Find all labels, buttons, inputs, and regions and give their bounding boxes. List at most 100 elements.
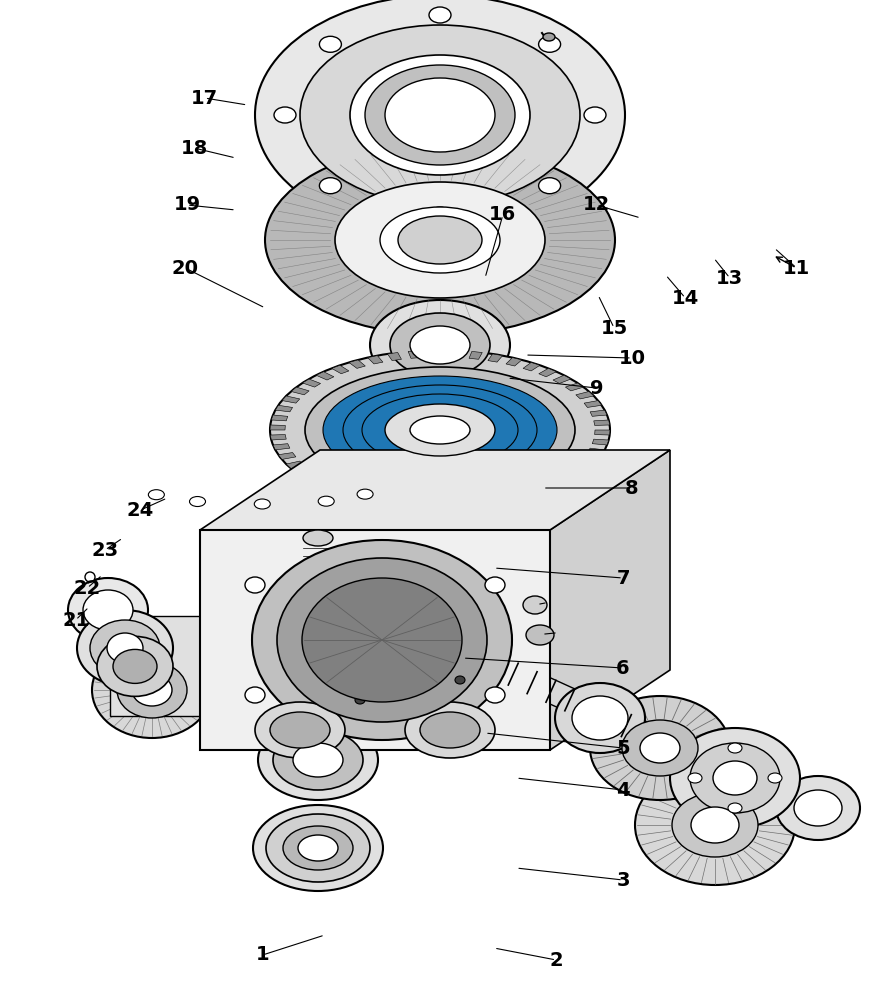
Ellipse shape — [308, 673, 322, 685]
Ellipse shape — [429, 207, 451, 223]
Text: 4: 4 — [616, 780, 630, 800]
Ellipse shape — [555, 683, 645, 753]
Text: 18: 18 — [181, 138, 207, 157]
Text: 2: 2 — [549, 950, 563, 970]
Ellipse shape — [523, 596, 547, 614]
Ellipse shape — [405, 702, 495, 758]
Polygon shape — [595, 430, 610, 435]
Ellipse shape — [640, 733, 680, 763]
Ellipse shape — [273, 673, 287, 685]
Ellipse shape — [252, 540, 512, 740]
Text: 24: 24 — [127, 500, 154, 520]
Polygon shape — [418, 502, 430, 510]
Ellipse shape — [68, 578, 148, 642]
Polygon shape — [592, 439, 609, 445]
Ellipse shape — [728, 803, 742, 813]
Bar — [385, 607, 685, 761]
Ellipse shape — [768, 773, 782, 783]
Text: 13: 13 — [716, 268, 743, 288]
Ellipse shape — [303, 530, 333, 546]
Text: 12: 12 — [583, 196, 610, 215]
Text: 3: 3 — [616, 870, 630, 890]
Polygon shape — [584, 401, 602, 407]
Polygon shape — [565, 383, 584, 391]
Ellipse shape — [255, 702, 345, 758]
Ellipse shape — [83, 590, 133, 630]
Ellipse shape — [265, 145, 615, 335]
Polygon shape — [275, 405, 293, 412]
Ellipse shape — [538, 178, 561, 194]
Polygon shape — [514, 492, 531, 500]
Ellipse shape — [132, 674, 172, 706]
Text: 7: 7 — [616, 568, 630, 587]
Ellipse shape — [365, 65, 515, 165]
Ellipse shape — [776, 776, 860, 840]
Polygon shape — [349, 360, 365, 368]
Ellipse shape — [485, 577, 505, 593]
Polygon shape — [200, 530, 550, 750]
Ellipse shape — [190, 497, 206, 507]
Polygon shape — [590, 410, 607, 416]
Polygon shape — [110, 616, 200, 716]
Ellipse shape — [670, 728, 800, 828]
Ellipse shape — [92, 642, 212, 738]
Ellipse shape — [355, 696, 365, 704]
Ellipse shape — [728, 743, 742, 753]
Ellipse shape — [380, 207, 500, 273]
Ellipse shape — [245, 577, 265, 593]
Polygon shape — [316, 372, 334, 380]
Ellipse shape — [690, 743, 780, 813]
Polygon shape — [271, 435, 287, 440]
Ellipse shape — [270, 350, 610, 510]
Polygon shape — [303, 538, 333, 678]
Polygon shape — [506, 358, 522, 366]
Ellipse shape — [538, 36, 561, 52]
Polygon shape — [409, 351, 421, 358]
Polygon shape — [479, 499, 492, 507]
Ellipse shape — [274, 107, 296, 123]
Polygon shape — [587, 448, 604, 455]
Text: 6: 6 — [616, 658, 630, 678]
Ellipse shape — [691, 807, 739, 843]
Polygon shape — [358, 494, 374, 502]
Polygon shape — [271, 415, 287, 421]
Text: 16: 16 — [490, 206, 516, 225]
Ellipse shape — [350, 55, 530, 175]
Text: 20: 20 — [172, 258, 198, 277]
Text: 8: 8 — [625, 479, 639, 497]
Ellipse shape — [370, 300, 510, 390]
Ellipse shape — [113, 649, 157, 683]
Ellipse shape — [794, 790, 842, 826]
Ellipse shape — [362, 394, 518, 466]
Ellipse shape — [315, 636, 325, 644]
Polygon shape — [332, 365, 349, 374]
Ellipse shape — [255, 0, 625, 235]
Polygon shape — [309, 477, 327, 485]
Ellipse shape — [410, 326, 470, 364]
Polygon shape — [291, 387, 309, 395]
Ellipse shape — [117, 662, 187, 718]
Ellipse shape — [149, 490, 165, 500]
Ellipse shape — [385, 78, 495, 152]
Ellipse shape — [258, 720, 378, 800]
Ellipse shape — [305, 367, 575, 493]
Polygon shape — [497, 496, 513, 504]
Ellipse shape — [622, 720, 698, 776]
Text: 1: 1 — [255, 946, 270, 964]
Text: 11: 11 — [783, 258, 810, 277]
Polygon shape — [324, 483, 341, 492]
Ellipse shape — [390, 313, 490, 377]
Polygon shape — [200, 450, 670, 530]
Ellipse shape — [420, 712, 480, 748]
Ellipse shape — [713, 761, 757, 795]
Text: 19: 19 — [174, 196, 200, 215]
Ellipse shape — [543, 33, 555, 41]
Ellipse shape — [90, 620, 160, 676]
Polygon shape — [429, 350, 440, 357]
Ellipse shape — [688, 773, 702, 783]
Ellipse shape — [584, 107, 606, 123]
Ellipse shape — [77, 610, 173, 686]
Polygon shape — [560, 473, 578, 481]
Ellipse shape — [293, 743, 343, 777]
Ellipse shape — [107, 633, 143, 663]
